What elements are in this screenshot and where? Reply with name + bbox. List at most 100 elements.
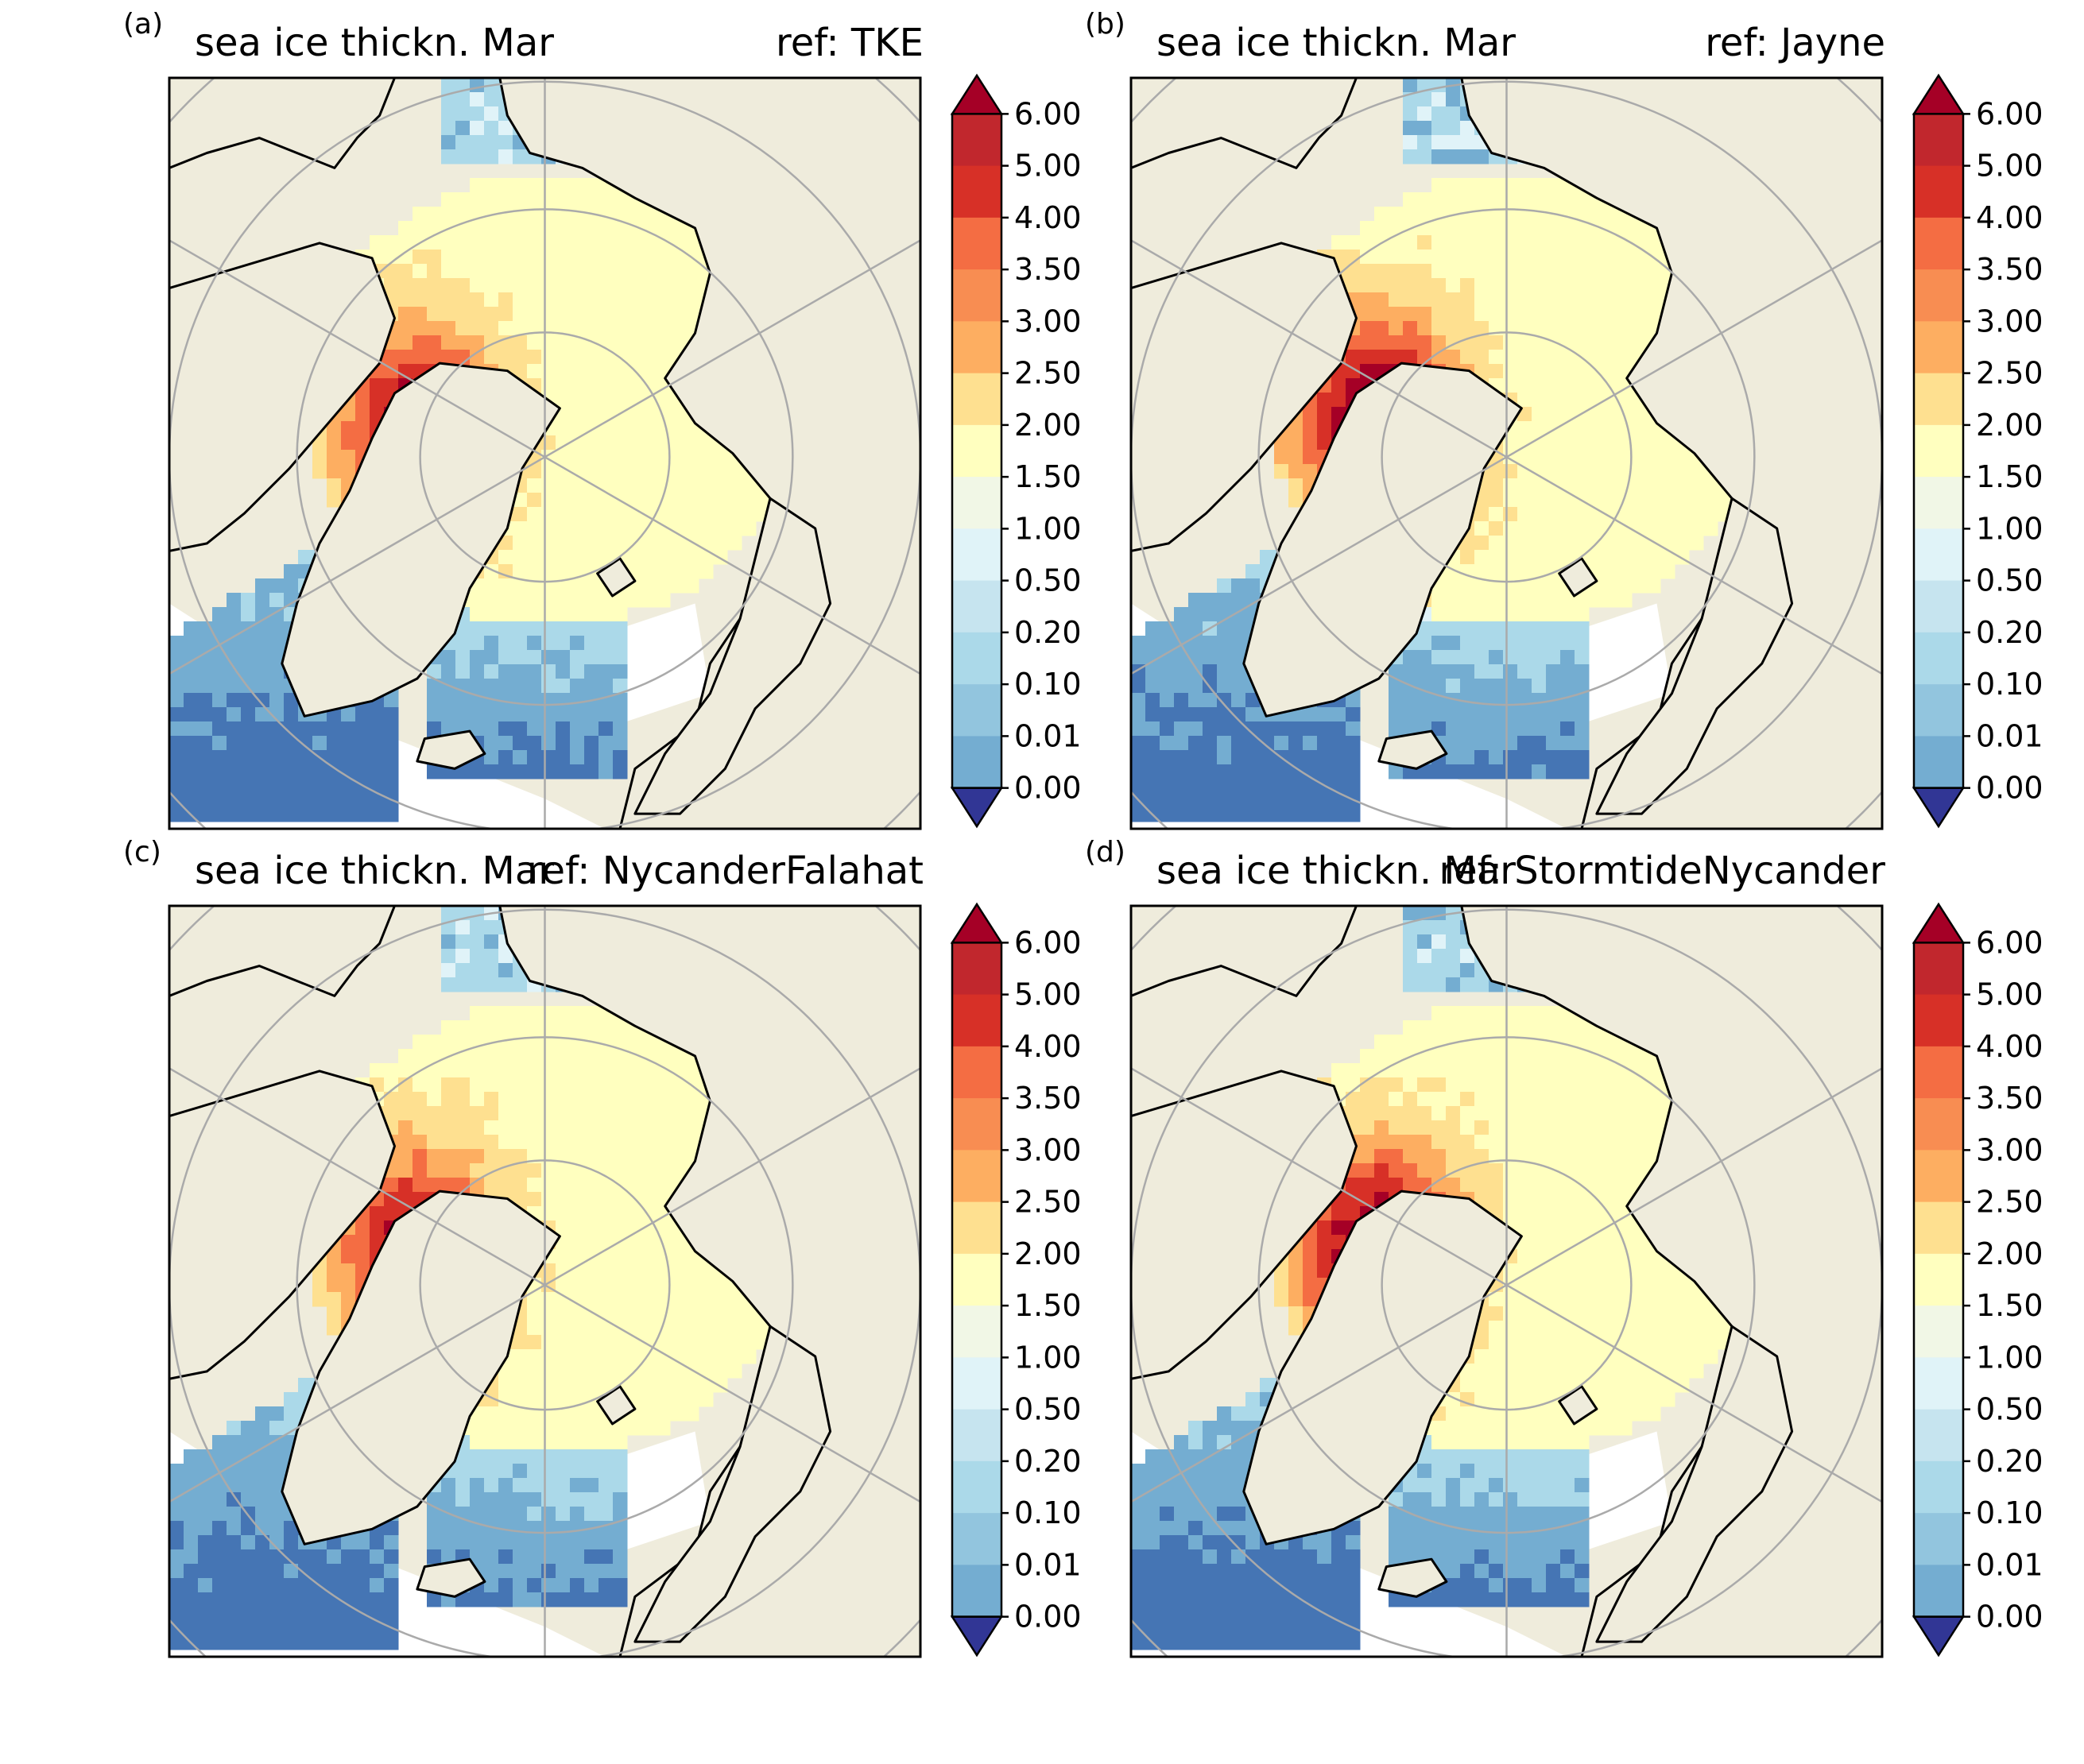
colorbar-tick-label: 0.01 — [1976, 718, 2043, 753]
iceland-land — [416, 729, 486, 770]
colorbar-bin — [952, 1565, 1001, 1618]
panel-title-right: ref: StormtideNycander — [1439, 849, 1885, 893]
colorbar-tick-label: 3.50 — [1976, 252, 2043, 287]
north-america-land — [1131, 78, 1358, 169]
colorbar-tick-label: 2.00 — [1014, 408, 1082, 443]
colorbar-under-arrow — [950, 1615, 1004, 1658]
colorbar-bin — [1914, 1253, 1963, 1306]
colorbar-bin — [952, 632, 1001, 685]
panel-label: (d) — [1085, 836, 1125, 868]
colorbar-tick-label: 3.00 — [1014, 304, 1082, 338]
eurasia-land — [1460, 78, 1882, 829]
colorbar-tick-label: 6.00 — [1014, 96, 1082, 131]
colorbar-bin — [952, 528, 1001, 582]
landmasses — [1131, 78, 1882, 829]
colorbar-bin — [1914, 217, 1963, 270]
colorbar-bin — [1914, 942, 1963, 996]
colorbar-tick-label: 5.00 — [1014, 149, 1082, 184]
colorbar-bin — [1914, 528, 1963, 582]
colorbar-tick-label: 0.10 — [1014, 667, 1082, 702]
greenland-land — [281, 362, 561, 718]
scandinavia-land — [1595, 1325, 1794, 1643]
colorbar-tick-label: 5.00 — [1014, 977, 1082, 1012]
colorbar-bin — [1914, 1357, 1963, 1410]
colorbar-tick-label: 1.50 — [1976, 459, 2043, 494]
colorbar-bin — [1914, 580, 1963, 633]
north-america-land — [1131, 906, 1358, 997]
colorbar: 6.00 5.00 4.00 3.50 3.00 2.50 2.00 1.50 1.00 0.50… — [1912, 73, 2043, 829]
axes-frame — [1129, 76, 1884, 830]
colorbar-tick-label: 2.50 — [1014, 1185, 1082, 1220]
colorbar-bin — [1914, 321, 1963, 374]
colorbar-tick-label: 3.00 — [1976, 304, 2043, 338]
colorbar-bin — [1914, 1201, 1963, 1255]
iceland-land — [1377, 1557, 1448, 1598]
eurasia-land — [1460, 906, 1882, 1657]
panel-label: (c) — [123, 836, 161, 868]
colorbar-bin — [952, 477, 1001, 529]
colorbar-tick-label: 0.01 — [1014, 718, 1082, 753]
colorbar-tick-label: 6.00 — [1976, 925, 2043, 960]
colorbar-tick-label: 3.50 — [1014, 252, 1082, 287]
colorbar-tick-label: 0.01 — [1014, 1547, 1082, 1582]
colorbar-bin — [952, 994, 1001, 1047]
graticule — [169, 906, 920, 1657]
colorbar-tick-label: 6.00 — [1976, 96, 2043, 131]
colorbar-bin — [952, 114, 1001, 167]
iceland-land — [1377, 729, 1448, 770]
colorbar-bin — [1914, 1306, 1963, 1358]
colorbar-tick-label: 4.00 — [1976, 200, 2043, 235]
colorbar-bin — [1914, 1409, 1963, 1462]
colorbar-tick-label: 0.10 — [1976, 1495, 2043, 1530]
colorbar-bin — [952, 1046, 1001, 1099]
colorbar-tick-label: 0.10 — [1014, 1495, 1082, 1530]
colorbar-tick-label: 0.50 — [1976, 563, 2043, 598]
colorbar-bin — [952, 736, 1001, 789]
panel-label: (b) — [1085, 8, 1125, 41]
colorbar-bin — [1914, 1150, 1963, 1203]
colorbar-bin — [952, 1409, 1001, 1462]
colorbar-bin — [1914, 736, 1963, 789]
colorbar-tick-label: 0.20 — [1014, 1444, 1082, 1479]
colorbar-tick-label: 3.00 — [1976, 1132, 2043, 1167]
colorbar-bin — [1914, 477, 1963, 529]
colorbar-tick-label: 5.00 — [1976, 149, 2043, 184]
panel-title-right: ref: Jayne — [1705, 21, 1885, 65]
colorbar-bin — [1914, 632, 1963, 685]
svalbard-land — [1558, 1385, 1598, 1426]
colorbar-bin — [952, 1201, 1001, 1255]
colorbar-bin — [1914, 1460, 1963, 1514]
colorbar: 6.00 5.00 4.00 3.50 3.00 2.50 2.00 1.50 1.00 0.50… — [1912, 902, 2043, 1658]
colorbar-tick-label: 1.00 — [1014, 1340, 1082, 1375]
scandinavia-land — [633, 497, 832, 815]
colorbar-tick-label: 2.00 — [1014, 1236, 1082, 1271]
colorbar-tick-label: 0.50 — [1014, 1392, 1082, 1427]
colorbar-bin — [952, 1098, 1001, 1151]
colorbar-bin — [1914, 424, 1963, 478]
panel-title-left: sea ice thickn. Mar — [1156, 21, 1516, 65]
colorbar-tick-label: 0.20 — [1976, 615, 2043, 650]
colorbar-tick-label: 0.10 — [1976, 667, 2043, 702]
graticule — [169, 78, 920, 829]
colorbar-bin — [1914, 1098, 1963, 1151]
colorbar-bin — [952, 1253, 1001, 1306]
colorbar-tick-label: 0.50 — [1976, 1392, 2043, 1427]
axes-frame — [168, 76, 922, 830]
colorbar-bin — [952, 217, 1001, 270]
axes-frame — [1129, 904, 1884, 1658]
panel-title-right: ref: NycanderFalahat — [527, 849, 924, 893]
colorbar-bin — [952, 269, 1001, 322]
scandinavia-land — [633, 1325, 832, 1643]
north-america-land — [169, 906, 396, 997]
colorbar-bin — [952, 321, 1001, 374]
colorbar: 6.00 5.00 4.00 3.50 3.00 2.50 2.00 1.50 1.00 0.50… — [950, 902, 1082, 1658]
colorbar-tick-label: 4.00 — [1976, 1029, 2043, 1064]
panel-title-left: sea ice thickn. Mar — [1156, 849, 1516, 893]
colorbar-tick-label: 0.50 — [1014, 563, 1082, 598]
colorbar-tick-label: 0.01 — [1976, 1547, 2043, 1582]
colorbar-tick-label: 0.00 — [1014, 1600, 1082, 1634]
panel-title-right: ref: TKE — [776, 21, 924, 65]
colorbar-tick-label: 3.50 — [1976, 1081, 2043, 1116]
